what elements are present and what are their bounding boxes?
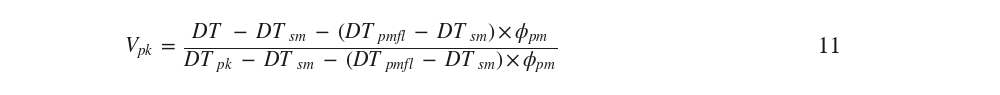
Text: $\mathit{V}_{\mathit{pk}}\ =\ \dfrac{\mathit{DT}\ \ -\ \mathit{DT}\ _{\mathit{sm: $\mathit{V}_{\mathit{pk}}\ =\ \dfrac{\ma… xyxy=(124,21,557,74)
Text: 公式（11）；: 公式（11）； xyxy=(800,37,852,58)
